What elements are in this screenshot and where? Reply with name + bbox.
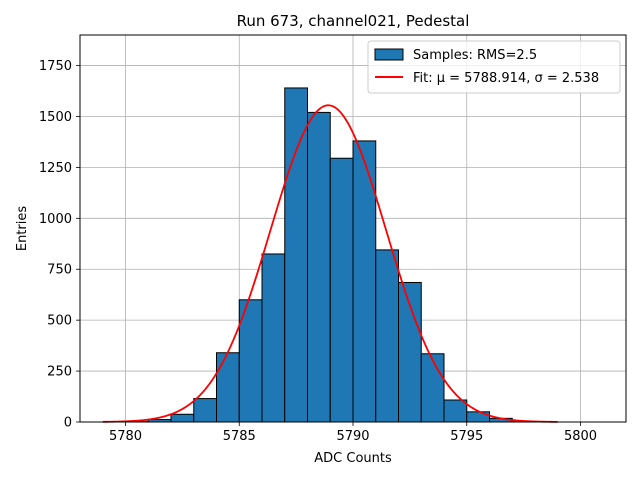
y-tick-label: 250 [47,365,72,380]
x-axis: 5780 5785 5790 5795 5800 [109,422,597,444]
histogram-bar [420,353,445,423]
legend-histogram-label: Samples: RMS=2.5 [413,48,537,63]
x-tick-label: 5780 [109,429,142,444]
x-tick-label: 5795 [450,429,483,444]
y-tick-label: 0 [64,416,72,431]
histogram-bar [261,253,286,423]
histogram-bar [193,398,217,423]
y-tick-label: 1750 [39,59,72,74]
y-axis-label: Entries [15,206,30,252]
y-tick-label: 1500 [39,110,72,125]
legend-fit-label: Fit: μ = 5788.914, σ = 2.538 [413,71,599,86]
histogram-bar [466,411,490,423]
histogram-bar [284,87,308,423]
histogram-bar [216,352,240,423]
histogram-bar [170,413,195,423]
fit-curve-layer [102,104,558,423]
chart-title: Run 673, channel021, Pedestal [237,12,470,30]
histogram-bar [307,111,331,423]
x-axis-label: ADC Counts [314,451,392,466]
legend-box [367,40,621,94]
legend: Samples: RMS=2.5 Fit: μ = 5788.914, σ = … [367,40,621,94]
histogram-bar [443,399,468,423]
y-axis: 0 250 500 750 1000 1250 1500 1750 [39,59,80,431]
x-tick-label: 5800 [564,429,597,444]
histogram-bar [375,249,399,423]
legend-histogram-swatch [374,48,404,61]
histogram-bar [329,157,354,423]
x-tick-label: 5790 [336,429,369,444]
x-tick-label: 5785 [223,429,256,444]
y-tick-label: 500 [47,314,72,329]
fit-curve [102,104,558,423]
y-tick-label: 750 [47,263,72,278]
y-tick-label: 1000 [39,212,72,227]
y-tick-label: 1250 [39,161,72,176]
